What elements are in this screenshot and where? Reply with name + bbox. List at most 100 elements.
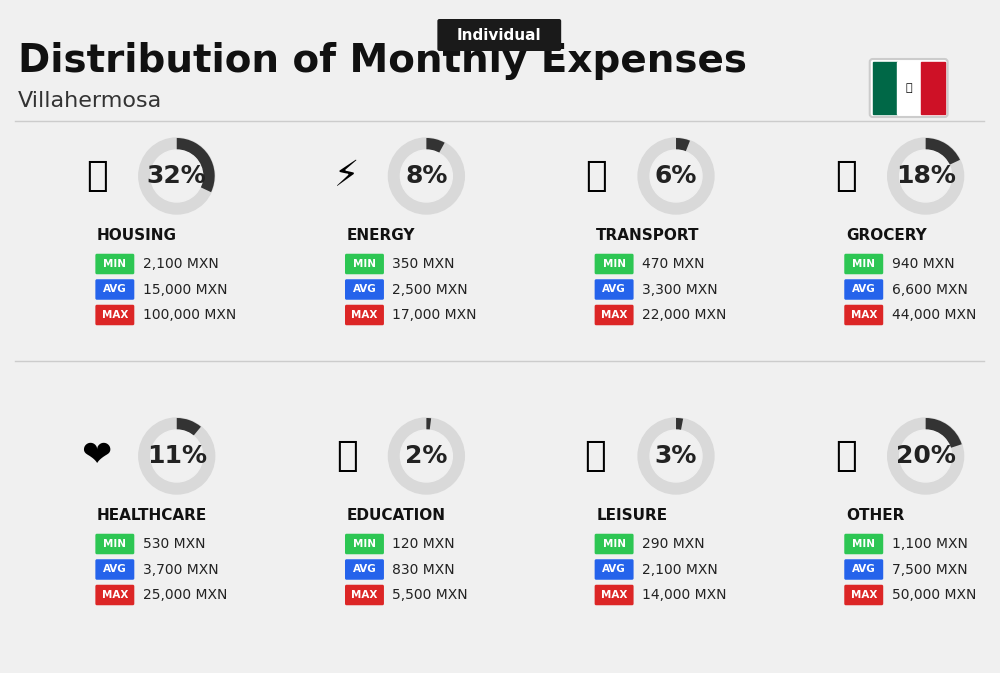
Circle shape <box>650 150 702 202</box>
FancyBboxPatch shape <box>595 305 634 325</box>
Text: 15,000 MXN: 15,000 MXN <box>143 283 227 297</box>
Text: HEALTHCARE: HEALTHCARE <box>97 509 207 524</box>
FancyBboxPatch shape <box>844 254 883 275</box>
Text: 💰: 💰 <box>835 439 857 473</box>
Text: 7,500 MXN: 7,500 MXN <box>892 563 967 577</box>
FancyBboxPatch shape <box>595 585 634 605</box>
Text: OTHER: OTHER <box>846 509 904 524</box>
FancyBboxPatch shape <box>844 279 883 299</box>
Text: AVG: AVG <box>602 565 626 575</box>
Text: 6,600 MXN: 6,600 MXN <box>892 283 968 297</box>
FancyBboxPatch shape <box>345 585 384 605</box>
Text: 14,000 MXN: 14,000 MXN <box>642 588 727 602</box>
Text: 6%: 6% <box>655 164 697 188</box>
Text: MIN: MIN <box>603 259 626 269</box>
Text: MAX: MAX <box>102 310 128 320</box>
Circle shape <box>888 418 964 494</box>
Text: HOUSING: HOUSING <box>97 229 177 244</box>
Text: 530 MXN: 530 MXN <box>143 537 205 551</box>
Text: 32%: 32% <box>147 164 207 188</box>
Text: 2,100 MXN: 2,100 MXN <box>642 563 718 577</box>
Wedge shape <box>926 138 960 165</box>
Text: AVG: AVG <box>852 285 876 295</box>
Circle shape <box>400 430 452 482</box>
Text: AVG: AVG <box>103 565 127 575</box>
Text: MAX: MAX <box>102 590 128 600</box>
FancyBboxPatch shape <box>870 59 948 117</box>
FancyBboxPatch shape <box>345 254 384 275</box>
FancyBboxPatch shape <box>844 305 883 325</box>
Text: 🦅: 🦅 <box>905 83 912 93</box>
FancyBboxPatch shape <box>595 254 634 275</box>
Text: 17,000 MXN: 17,000 MXN <box>392 308 477 322</box>
Text: AVG: AVG <box>852 565 876 575</box>
Text: 100,000 MXN: 100,000 MXN <box>143 308 236 322</box>
Text: ❤️: ❤️ <box>82 439 112 473</box>
Text: 120 MXN: 120 MXN <box>392 537 455 551</box>
FancyBboxPatch shape <box>345 305 384 325</box>
Text: MIN: MIN <box>852 259 875 269</box>
Text: MAX: MAX <box>851 310 877 320</box>
Text: 2%: 2% <box>405 444 448 468</box>
Text: 290 MXN: 290 MXN <box>642 537 705 551</box>
Circle shape <box>638 138 714 214</box>
Text: LEISURE: LEISURE <box>596 509 667 524</box>
Text: 🛒: 🛒 <box>835 159 857 193</box>
Text: 11%: 11% <box>147 444 207 468</box>
Text: AVG: AVG <box>353 565 376 575</box>
Text: 🚌: 🚌 <box>585 159 607 193</box>
Text: 25,000 MXN: 25,000 MXN <box>143 588 227 602</box>
Text: 830 MXN: 830 MXN <box>392 563 455 577</box>
Text: 1,100 MXN: 1,100 MXN <box>892 537 968 551</box>
Circle shape <box>139 418 215 494</box>
Text: Distribution of Monthly Expenses: Distribution of Monthly Expenses <box>18 42 747 80</box>
Wedge shape <box>676 138 690 152</box>
Circle shape <box>388 138 464 214</box>
Text: Individual: Individual <box>457 28 542 42</box>
Text: 350 MXN: 350 MXN <box>392 257 455 271</box>
Wedge shape <box>177 418 201 436</box>
FancyBboxPatch shape <box>95 534 134 555</box>
Circle shape <box>638 418 714 494</box>
Text: 44,000 MXN: 44,000 MXN <box>892 308 976 322</box>
Text: AVG: AVG <box>103 285 127 295</box>
Text: AVG: AVG <box>602 285 626 295</box>
Bar <box>897 62 921 114</box>
FancyBboxPatch shape <box>345 279 384 299</box>
Text: GROCERY: GROCERY <box>846 229 927 244</box>
FancyBboxPatch shape <box>95 559 134 579</box>
Circle shape <box>400 150 452 202</box>
Text: MIN: MIN <box>353 539 376 549</box>
Text: 50,000 MXN: 50,000 MXN <box>892 588 976 602</box>
Text: MIN: MIN <box>103 259 126 269</box>
Circle shape <box>151 430 203 482</box>
Text: 3,300 MXN: 3,300 MXN <box>642 283 718 297</box>
Circle shape <box>151 150 203 202</box>
FancyBboxPatch shape <box>844 559 883 579</box>
FancyBboxPatch shape <box>595 279 634 299</box>
Text: MAX: MAX <box>601 590 627 600</box>
FancyBboxPatch shape <box>595 534 634 555</box>
Bar <box>873 62 897 114</box>
Text: 🛍️: 🛍️ <box>585 439 607 473</box>
Text: 🎓: 🎓 <box>336 439 357 473</box>
Text: MAX: MAX <box>851 590 877 600</box>
Wedge shape <box>676 418 683 431</box>
Text: MIN: MIN <box>852 539 875 549</box>
Circle shape <box>388 418 464 494</box>
Text: TRANSPORT: TRANSPORT <box>596 229 700 244</box>
Text: MIN: MIN <box>603 539 626 549</box>
Text: MAX: MAX <box>351 590 378 600</box>
Text: 3%: 3% <box>655 444 697 468</box>
Text: 8%: 8% <box>405 164 448 188</box>
Circle shape <box>139 138 215 214</box>
Text: 🏢: 🏢 <box>86 159 108 193</box>
Text: MIN: MIN <box>353 259 376 269</box>
Wedge shape <box>426 138 445 153</box>
FancyBboxPatch shape <box>437 19 561 51</box>
Circle shape <box>888 138 964 214</box>
Text: 18%: 18% <box>896 164 956 188</box>
Text: 3,700 MXN: 3,700 MXN <box>143 563 218 577</box>
Text: MAX: MAX <box>351 310 378 320</box>
FancyBboxPatch shape <box>95 279 134 299</box>
